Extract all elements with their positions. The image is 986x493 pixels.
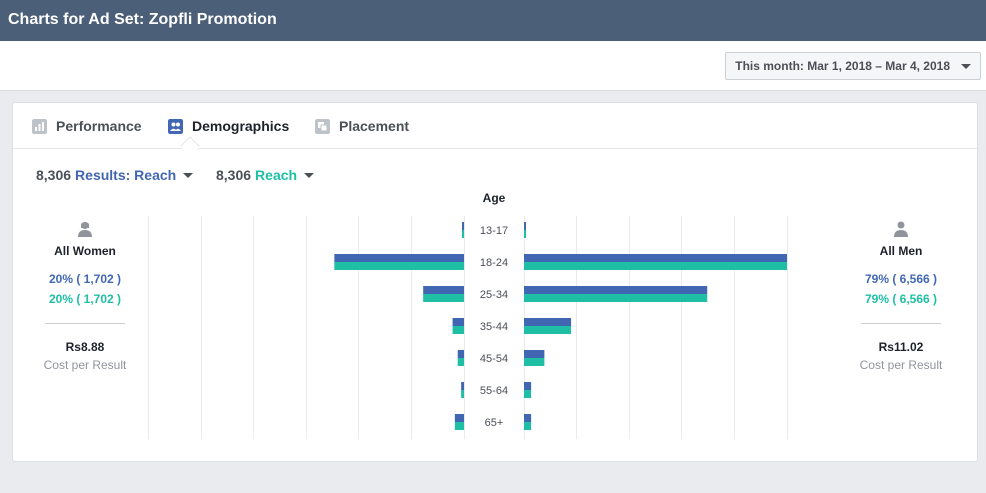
bar-men-reach-18-24[interactable] xyxy=(524,262,787,270)
bar-women-results-reach-13-17[interactable] xyxy=(462,222,464,230)
women-primary-pct: 20% ( 1,702 ) xyxy=(48,272,122,286)
bar-men-results-reach-13-17[interactable] xyxy=(524,222,526,230)
women-cost: Rs8.88 xyxy=(65,340,105,354)
age-tick-label: 18-24 xyxy=(480,257,508,269)
bar-men-reach-35-44[interactable] xyxy=(524,326,572,334)
age-tick-label: 25-34 xyxy=(480,289,508,301)
bar-men-results-reach-18-24[interactable] xyxy=(524,254,787,262)
primary-metric-value: 8,306 xyxy=(36,167,72,183)
people-icon xyxy=(168,119,183,134)
secondary-metric-value: 8,306 xyxy=(216,167,252,183)
men-secondary-pct: 79% ( 6,566 ) xyxy=(864,292,938,306)
date-range-label: This month: Mar 1, 2018 – Mar 4, 2018 xyxy=(735,59,950,73)
bar-women-results-reach-55-64[interactable] xyxy=(461,382,464,390)
tab-bar: Performance Demographics Placement xyxy=(13,103,977,156)
charts-panel: Performance Demographics Placement 8,306… xyxy=(12,102,978,462)
men-divider xyxy=(861,323,941,324)
chevron-down-icon xyxy=(183,173,194,178)
bar-chart-icon xyxy=(32,119,47,134)
bar-men-results-reach-55-64[interactable] xyxy=(524,382,532,390)
bar-women-reach-55-64[interactable] xyxy=(461,390,464,398)
bar-men-results-reach-35-44[interactable] xyxy=(524,318,572,326)
bar-women-results-reach-65+[interactable] xyxy=(454,414,464,422)
bar-men-reach-13-17[interactable] xyxy=(524,230,526,238)
men-label: All Men xyxy=(879,244,923,258)
bar-women-results-reach-25-34[interactable] xyxy=(423,286,464,294)
women-divider xyxy=(45,323,125,324)
men-cost-label: Cost per Result xyxy=(859,358,943,372)
woman-icon xyxy=(78,222,92,237)
age-tick-label: 13-17 xyxy=(480,225,508,237)
age-tick-label: 45-54 xyxy=(480,353,508,365)
bar-women-reach-35-44[interactable] xyxy=(452,326,464,334)
chevron-down-icon xyxy=(961,64,971,69)
bar-women-results-reach-45-54[interactable] xyxy=(457,350,464,358)
bar-men-results-reach-65+[interactable] xyxy=(524,414,532,422)
chevron-down-icon xyxy=(304,173,315,178)
women-label: All Women xyxy=(54,244,116,258)
bar-men-reach-25-34[interactable] xyxy=(524,294,708,302)
bar-women-reach-45-54[interactable] xyxy=(457,358,464,366)
men-summary: All Men 79% ( 6,566 ) 79% ( 6,566 ) Rs11… xyxy=(846,221,956,372)
page-title: Charts for Ad Set: Zopfli Promotion xyxy=(0,0,986,41)
primary-metric-label: Results: Reach xyxy=(75,167,177,183)
bar-women-reach-65+[interactable] xyxy=(454,422,464,430)
bar-women-results-reach-18-24[interactable] xyxy=(334,254,464,262)
bar-men-results-reach-45-54[interactable] xyxy=(524,350,545,358)
women-cost-label: Cost per Result xyxy=(43,358,127,372)
age-tick-label: 55-64 xyxy=(480,385,508,397)
men-primary-pct: 79% ( 6,566 ) xyxy=(864,272,938,286)
age-tick-label: 65+ xyxy=(485,417,504,429)
women-secondary-pct: 20% ( 1,702 ) xyxy=(48,292,122,306)
bar-men-results-reach-25-34[interactable] xyxy=(524,286,708,294)
bar-women-reach-25-34[interactable] xyxy=(423,294,464,302)
bar-men-reach-65+[interactable] xyxy=(524,422,532,430)
man-icon xyxy=(894,221,908,237)
bar-women-reach-13-17[interactable] xyxy=(462,230,464,238)
age-axis-title: Age xyxy=(482,191,506,205)
tab-performance-label: Performance xyxy=(56,118,142,134)
bar-women-reach-18-24[interactable] xyxy=(334,262,464,270)
men-cost: Rs11.02 xyxy=(878,340,924,354)
age-tick-label: 35-44 xyxy=(480,321,508,333)
tab-placement-label: Placement xyxy=(339,118,410,134)
bar-women-results-reach-35-44[interactable] xyxy=(452,318,464,326)
women-summary: All Women 20% ( 1,702 ) 20% ( 1,702 ) Rs… xyxy=(30,221,140,372)
tab-demographics-label: Demographics xyxy=(192,118,290,134)
bar-men-reach-45-54[interactable] xyxy=(524,358,545,366)
age-chart: 13-17 18-24 25-34 35-44 45-54 55-64 65+ xyxy=(148,216,788,439)
toolbar: This month: Mar 1, 2018 – Mar 4, 2018 xyxy=(0,41,986,91)
placement-icon xyxy=(315,119,330,134)
date-range-dropdown[interactable]: This month: Mar 1, 2018 – Mar 4, 2018 xyxy=(725,52,981,80)
secondary-metric-label: Reach xyxy=(255,167,298,183)
secondary-metric-selector[interactable]: 8,306 Reach xyxy=(216,167,315,183)
bar-men-reach-55-64[interactable] xyxy=(524,390,532,398)
primary-metric-selector[interactable]: 8,306 Results: Reach xyxy=(36,167,194,183)
